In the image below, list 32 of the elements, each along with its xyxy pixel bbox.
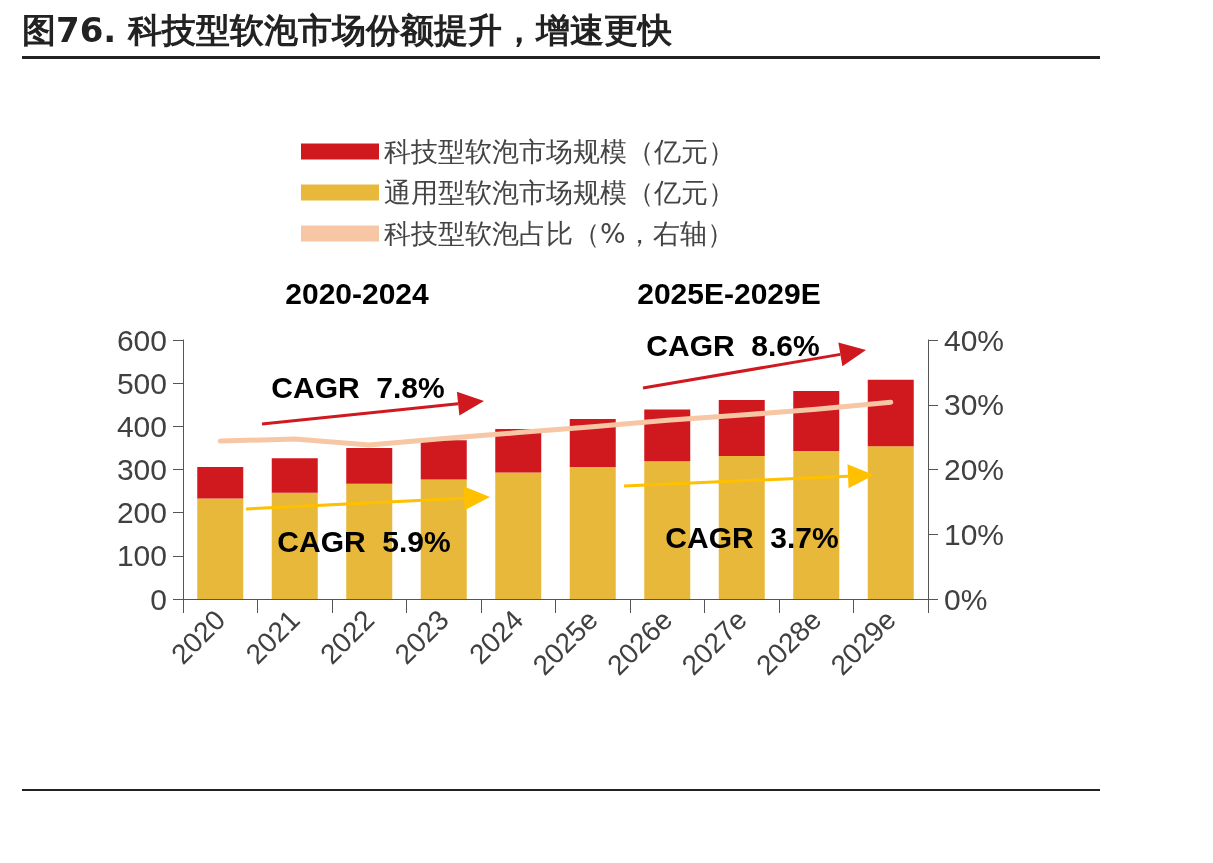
annotation: CAGR 8.6% — [646, 328, 820, 362]
y-tick-label: 400 — [116, 409, 167, 443]
text: 2025E-2029E — [637, 276, 821, 310]
bar — [346, 447, 393, 484]
legend-label: 科技型软泡市场规模（亿元） — [384, 136, 735, 167]
y2-tick-label: 20% — [944, 453, 1005, 486]
y-tick-label: 500 — [116, 366, 167, 400]
legend-label: 科技型软泡占比（%，右轴） — [384, 218, 734, 249]
y2-tick-label: 10% — [944, 517, 1005, 551]
y-tick-label: 600 — [116, 323, 167, 357]
y2-tick-label: 40% — [944, 323, 1005, 357]
bar — [271, 458, 318, 493]
bar — [420, 440, 467, 480]
bar — [197, 466, 244, 499]
chart-title: 图76. 科技型软泡市场份额提升，增速更快 — [22, 9, 673, 52]
bar — [197, 498, 244, 599]
y-tick-label: 300 — [116, 453, 167, 486]
bar — [718, 400, 765, 457]
bar — [867, 446, 914, 599]
bar — [495, 472, 542, 599]
y-tick-label: 100 — [116, 539, 167, 573]
annotation: CAGR 7.8% — [271, 370, 445, 404]
y-tick-label: 0 — [150, 582, 167, 616]
text: 2020-2024 — [285, 276, 430, 310]
bar — [644, 409, 691, 462]
y2-tick-label: 0% — [944, 582, 988, 616]
bar — [569, 466, 616, 599]
legend-label: 通用型软泡市场规模（亿元） — [384, 177, 735, 208]
y-tick-label: 200 — [116, 496, 167, 530]
y2-tick-label: 30% — [944, 388, 1005, 422]
bar — [867, 379, 914, 447]
bar — [793, 390, 840, 451]
